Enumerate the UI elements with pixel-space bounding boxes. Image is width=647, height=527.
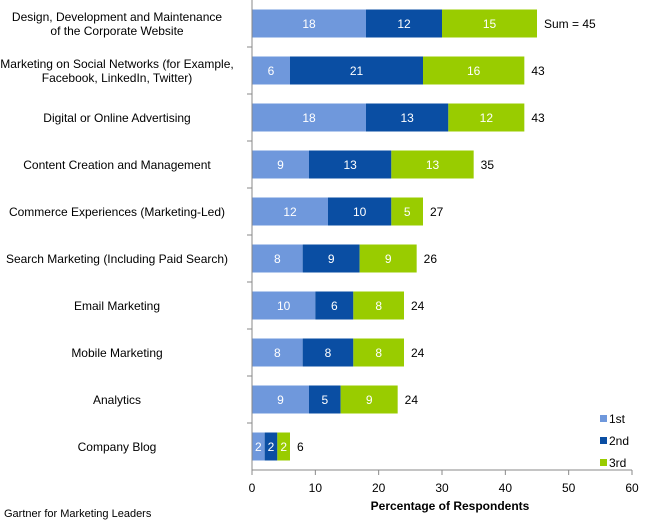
category-label: Commerce Experiences (Marketing-Led) [8,204,226,219]
x-axis-title: Percentage of Respondents [371,499,530,513]
bar-segment-1st [252,9,366,38]
category-label: Search Marketing (Including Paid Search) [5,251,229,266]
data-label: 5 [404,205,411,219]
legend-label: 3rd [609,456,626,470]
data-label: 8 [375,346,382,360]
category-label: Mobile Marketing [71,345,163,360]
bar-segment-3rd [391,150,474,179]
data-label: 12 [480,111,494,125]
bar-segment-2nd [328,197,392,226]
x-tick-label: 50 [562,481,576,495]
legend-label: 2nd [609,434,629,448]
data-label: 9 [277,393,284,407]
data-label: 2 [255,440,262,454]
x-tick-label: 60 [625,481,639,495]
bar-segment-3rd [340,385,398,414]
data-label: 10 [353,205,367,219]
bar-segment-3rd [442,9,537,38]
data-label: 5 [321,393,328,407]
data-label: 2 [280,440,287,454]
bar-segment-3rd [359,244,417,273]
bar-segment-2nd [264,432,278,461]
legend-swatch-3rd [600,459,607,466]
bar-segment-1st [252,432,265,461]
bar-segment-3rd [391,197,423,226]
data-label: 6 [331,299,338,313]
data-label: 9 [328,252,335,266]
data-label: 13 [343,158,357,172]
category-label: Marketing on Social Networks (for Exampl… [0,56,234,85]
total-label: 24 [411,299,425,313]
data-label: 13 [400,111,414,125]
data-label: 8 [375,299,382,313]
data-label: 18 [302,111,316,125]
category-label: Content Creation and Management [23,157,211,172]
x-tick-label: 0 [249,481,256,495]
data-label: 2 [268,440,275,454]
bar-segment-1st [252,244,303,273]
x-tick-label: 40 [499,481,513,495]
category-label: Email Marketing [73,298,161,313]
bar-segment-2nd [290,56,423,85]
total-label: Sum = 45 [544,17,596,31]
total-label: 35 [481,158,495,172]
category-label: Analytics [92,392,142,407]
data-label: 13 [426,158,440,172]
bar-segment-3rd [423,56,525,85]
bar-segment-1st [252,338,303,367]
category-label: Company Blog [77,439,157,454]
total-label: 26 [424,252,438,266]
data-label: 18 [302,17,316,31]
bar-segment-1st [252,197,328,226]
bar-segment-2nd [366,9,442,38]
data-label: 9 [277,158,284,172]
total-label: 43 [531,64,545,78]
bar-segment-3rd [353,291,404,320]
total-label: 24 [405,393,419,407]
data-label: 9 [385,252,392,266]
bar-segment-1st [252,56,290,85]
category-label: Digital or Online Advertising [43,110,191,125]
data-label: 21 [350,64,364,78]
data-label: 12 [397,17,411,31]
category-label: Design, Development and Maintenance of t… [11,9,223,38]
x-tick-label: 30 [435,481,449,495]
data-label: 12 [283,205,297,219]
data-label: 8 [325,346,332,360]
bar-segment-3rd [277,432,290,461]
data-label: 10 [277,299,291,313]
bar-segment-3rd [448,103,525,132]
data-label: 16 [467,64,481,78]
data-label: 6 [268,64,275,78]
bar-segment-1st [252,291,316,320]
bar-segment-2nd [315,291,354,320]
bar-segment-2nd [366,103,449,132]
legend-label: 1st [609,412,626,426]
total-label: 43 [531,111,545,125]
bar-segment-1st [252,385,309,414]
bar-segment-2nd [309,385,341,414]
bar-segment-1st [252,103,366,132]
data-label: 8 [274,346,281,360]
bar-segment-1st [252,150,309,179]
legend-swatch-2nd [600,437,607,444]
total-label: 6 [297,440,304,454]
legend-swatch-1st [600,415,607,422]
total-label: 24 [411,346,425,360]
x-tick-label: 20 [372,481,386,495]
data-label: 9 [366,393,373,407]
data-label: 15 [483,17,497,31]
data-label: 8 [274,252,281,266]
bar-segment-3rd [353,338,404,367]
bar-segment-2nd [302,244,360,273]
total-label: 27 [430,205,444,219]
source-note: Gartner for Marketing Leaders [4,508,152,520]
x-tick-label: 10 [309,481,323,495]
bar-segment-2nd [302,338,354,367]
bar-segment-2nd [309,150,392,179]
